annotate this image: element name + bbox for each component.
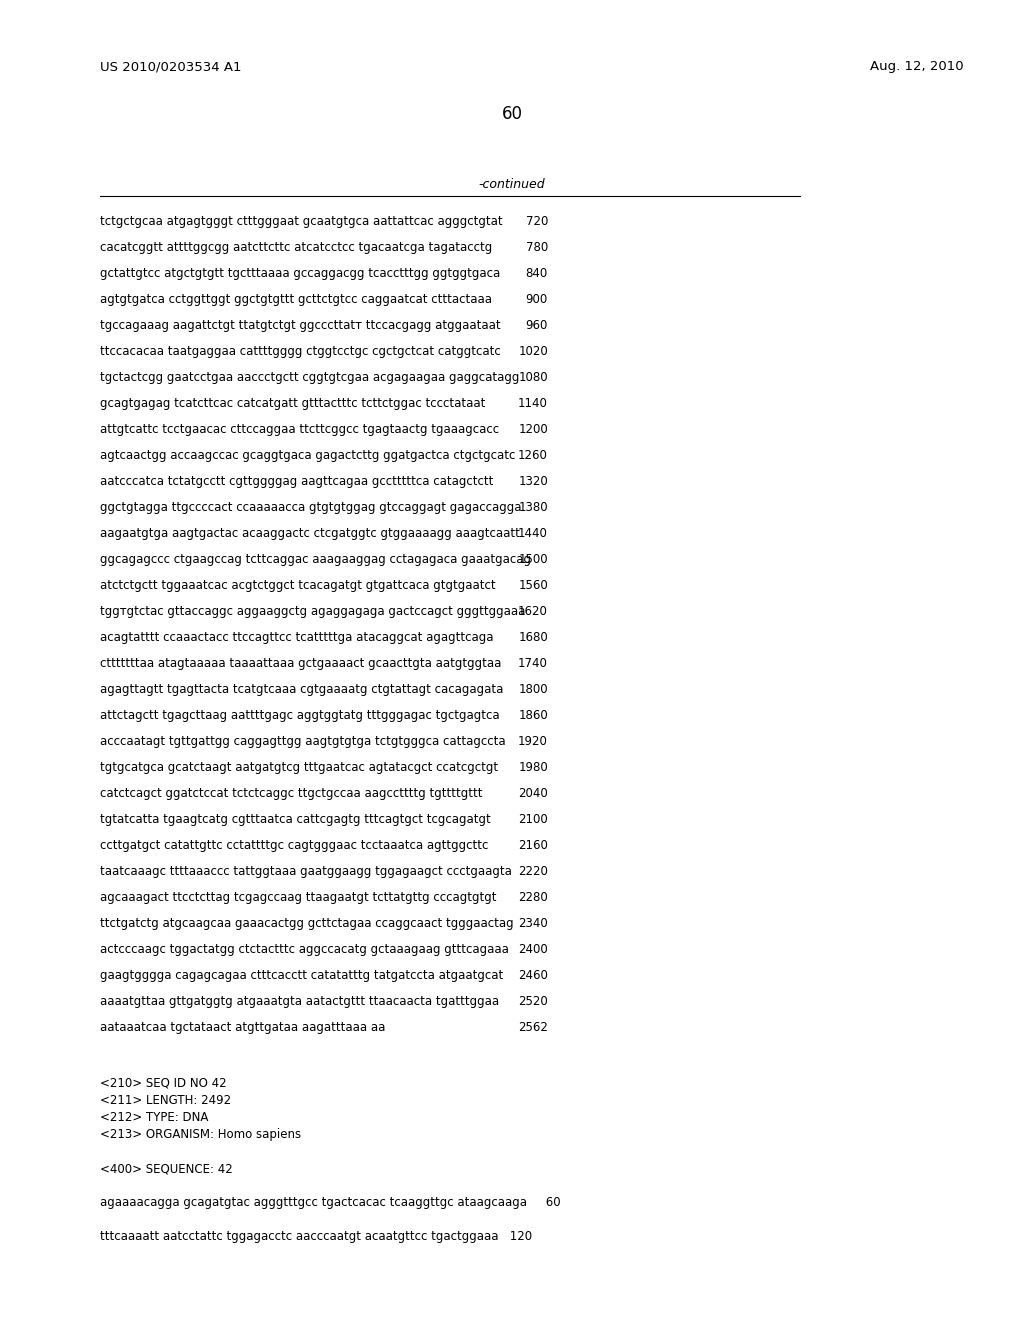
Text: tttcaaaatt aatcctattc tggagacctc aacccaatgt acaatgttcc tgactggaaa   120: tttcaaaatt aatcctattc tggagacctc aacccaa…: [100, 1230, 532, 1243]
Text: <213> ORGANISM: Homo sapiens: <213> ORGANISM: Homo sapiens: [100, 1129, 301, 1140]
Text: tctgctgcaa atgagtgggt ctttgggaat gcaatgtgca aattattcac agggctgtat: tctgctgcaa atgagtgggt ctttgggaat gcaatgt…: [100, 215, 503, 228]
Text: ggctgtagga ttgccccact ccaaaaacca gtgtgtggag gtccaggagt gagaccagga: ggctgtagga ttgccccact ccaaaaacca gtgtgtg…: [100, 502, 521, 513]
Text: 2220: 2220: [518, 865, 548, 878]
Text: tgctactcgg gaatcctgaa aaccctgctt cggtgtcgaa acgagaagaa gaggcatagg: tgctactcgg gaatcctgaa aaccctgctt cggtgtc…: [100, 371, 519, 384]
Text: ttccacacaa taatgaggaa cattttgggg ctggtcctgc cgctgctcat catggtcatc: ttccacacaa taatgaggaa cattttgggg ctggtcc…: [100, 345, 501, 358]
Text: 1860: 1860: [518, 709, 548, 722]
Text: 1500: 1500: [518, 553, 548, 566]
Text: 2562: 2562: [518, 1020, 548, 1034]
Text: 1680: 1680: [518, 631, 548, 644]
Text: aataaatcaa tgctataact atgttgataa aagatttaaa aa: aataaatcaa tgctataact atgttgataa aagattt…: [100, 1020, 385, 1034]
Text: ggcagagccc ctgaagccag tcttcaggac aaagaaggag cctagagaca gaaatgacag: ggcagagccc ctgaagccag tcttcaggac aaagaag…: [100, 553, 531, 566]
Text: gcagtgagag tcatcttcac catcatgatt gtttactttc tcttctggac tccctataat: gcagtgagag tcatcttcac catcatgatt gtttact…: [100, 397, 485, 411]
Text: 2160: 2160: [518, 840, 548, 851]
Text: 1200: 1200: [518, 422, 548, 436]
Text: <210> SEQ ID NO 42: <210> SEQ ID NO 42: [100, 1077, 226, 1090]
Text: attctagctt tgagcttaag aattttgagc aggtggtatg tttgggagac tgctgagtca: attctagctt tgagcttaag aattttgagc aggtggt…: [100, 709, 500, 722]
Text: agaaaacagga gcagatgtac agggtttgcc tgactcacac tcaaggttgc ataagcaaga     60: agaaaacagga gcagatgtac agggtttgcc tgactc…: [100, 1196, 560, 1209]
Text: taatcaaagc ttttaaaccc tattggtaaa gaatggaagg tggagaagct ccctgaagta: taatcaaagc ttttaaaccc tattggtaaa gaatgga…: [100, 865, 512, 878]
Text: 1380: 1380: [518, 502, 548, 513]
Text: aaaatgttaa gttgatggtg atgaaatgta aatactgttt ttaacaacta tgatttggaa: aaaatgttaa gttgatggtg atgaaatgta aatactg…: [100, 995, 499, 1008]
Text: tgtgcatgca gcatctaagt aatgatgtcg tttgaatcac agtatacgct ccatcgctgt: tgtgcatgca gcatctaagt aatgatgtcg tttgaat…: [100, 762, 498, 774]
Text: 960: 960: [525, 319, 548, 333]
Text: ccttgatgct catattgttc cctattttgc cagtgggaac tcctaaatca agttggcttc: ccttgatgct catattgttc cctattttgc cagtggg…: [100, 840, 488, 851]
Text: 780: 780: [525, 242, 548, 253]
Text: 1980: 1980: [518, 762, 548, 774]
Text: ctttttttaa atagtaaaaa taaaattaaa gctgaaaact gcaacttgta aatgtggtaa: ctttttttaa atagtaaaaa taaaattaaa gctgaaa…: [100, 657, 502, 671]
Text: 2100: 2100: [518, 813, 548, 826]
Text: 840: 840: [525, 267, 548, 280]
Text: acagtatttt ccaaactacc ttccagttcc tcatttttga atacaggcat agagttcaga: acagtatttt ccaaactacc ttccagttcc tcatttt…: [100, 631, 494, 644]
Text: Aug. 12, 2010: Aug. 12, 2010: [870, 59, 964, 73]
Text: 1920: 1920: [518, 735, 548, 748]
Text: 1260: 1260: [518, 449, 548, 462]
Text: attgtcattc tcctgaacac cttccaggaa ttcttcggcc tgagtaactg tgaaagcacc: attgtcattc tcctgaacac cttccaggaa ttcttcg…: [100, 422, 499, 436]
Text: 1140: 1140: [518, 397, 548, 411]
Text: 720: 720: [525, 215, 548, 228]
Text: 1320: 1320: [518, 475, 548, 488]
Text: 2340: 2340: [518, 917, 548, 931]
Text: agcaaagact ttcctcttag tcgagccaag ttaagaatgt tcttatgttg cccagtgtgt: agcaaagact ttcctcttag tcgagccaag ttaagaa…: [100, 891, 497, 904]
Text: 1740: 1740: [518, 657, 548, 671]
Text: tgccagaaag aagattctgt ttatgtctgt ggcccttatт ttccacgagg atggaataat: tgccagaaag aagattctgt ttatgtctgt ggccctt…: [100, 319, 501, 333]
Text: tggтgtctac gttaccaggc aggaaggctg agaggagaga gactccagct gggttggaaa: tggтgtctac gttaccaggc aggaaggctg agaggag…: [100, 605, 525, 618]
Text: 1620: 1620: [518, 605, 548, 618]
Text: acccaatagt tgttgattgg caggagttgg aagtgtgtga tctgtgggca cattagccta: acccaatagt tgttgattgg caggagttgg aagtgtg…: [100, 735, 506, 748]
Text: <211> LENGTH: 2492: <211> LENGTH: 2492: [100, 1094, 231, 1107]
Text: atctctgctt tggaaatcac acgtctggct tcacagatgt gtgattcaca gtgtgaatct: atctctgctt tggaaatcac acgtctggct tcacaga…: [100, 579, 496, 591]
Text: -continued: -continued: [478, 178, 546, 191]
Text: 2040: 2040: [518, 787, 548, 800]
Text: 1020: 1020: [518, 345, 548, 358]
Text: aagaatgtga aagtgactac acaaggactc ctcgatggtc gtggaaaagg aaagtcaatt: aagaatgtga aagtgactac acaaggactc ctcgatg…: [100, 527, 520, 540]
Text: 1080: 1080: [518, 371, 548, 384]
Text: 1560: 1560: [518, 579, 548, 591]
Text: cacatcggtt attttggcgg aatcttcttc atcatcctcc tgacaatcga tagatacctg: cacatcggtt attttggcgg aatcttcttc atcatcc…: [100, 242, 493, 253]
Text: actcccaagc tggactatgg ctctactttc aggccacatg gctaaagaag gtttcagaaa: actcccaagc tggactatgg ctctactttc aggccac…: [100, 942, 509, 956]
Text: 2280: 2280: [518, 891, 548, 904]
Text: 2400: 2400: [518, 942, 548, 956]
Text: US 2010/0203534 A1: US 2010/0203534 A1: [100, 59, 242, 73]
Text: 2460: 2460: [518, 969, 548, 982]
Text: gaagtgggga cagagcagaa ctttcacctt catatatttg tatgatccta atgaatgcat: gaagtgggga cagagcagaa ctttcacctt catatat…: [100, 969, 503, 982]
Text: 900: 900: [525, 293, 548, 306]
Text: 60: 60: [502, 106, 522, 123]
Text: 2520: 2520: [518, 995, 548, 1008]
Text: aatcccatca tctatgcctt cgttggggag aagttcagaa gcctttttca catagctctt: aatcccatca tctatgcctt cgttggggag aagttca…: [100, 475, 494, 488]
Text: catctcagct ggatctccat tctctcaggc ttgctgccaa aagccttttg tgttttgttt: catctcagct ggatctccat tctctcaggc ttgctgc…: [100, 787, 482, 800]
Text: agtgtgatca cctggttggt ggctgtgttt gcttctgtcc caggaatcat ctttactaaa: agtgtgatca cctggttggt ggctgtgttt gcttctg…: [100, 293, 492, 306]
Text: tgtatcatta tgaagtcatg cgtttaatca cattcgagtg tttcagtgct tcgcagatgt: tgtatcatta tgaagtcatg cgtttaatca cattcga…: [100, 813, 490, 826]
Text: <212> TYPE: DNA: <212> TYPE: DNA: [100, 1111, 208, 1125]
Text: ttctgatctg atgcaagcaa gaaacactgg gcttctagaa ccaggcaact tgggaactag: ttctgatctg atgcaagcaa gaaacactgg gcttcta…: [100, 917, 514, 931]
Text: 1440: 1440: [518, 527, 548, 540]
Text: agtcaactgg accaagccac gcaggtgaca gagactcttg ggatgactca ctgctgcatc: agtcaactgg accaagccac gcaggtgaca gagactc…: [100, 449, 515, 462]
Text: 1800: 1800: [518, 682, 548, 696]
Text: agagttagtt tgagttacta tcatgtcaaa cgtgaaaatg ctgtattagt cacagagata: agagttagtt tgagttacta tcatgtcaaa cgtgaaa…: [100, 682, 504, 696]
Text: gctattgtcc atgctgtgtt tgctttaaaa gccaggacgg tcacctttgg ggtggtgaca: gctattgtcc atgctgtgtt tgctttaaaa gccagga…: [100, 267, 501, 280]
Text: <400> SEQUENCE: 42: <400> SEQUENCE: 42: [100, 1162, 232, 1175]
